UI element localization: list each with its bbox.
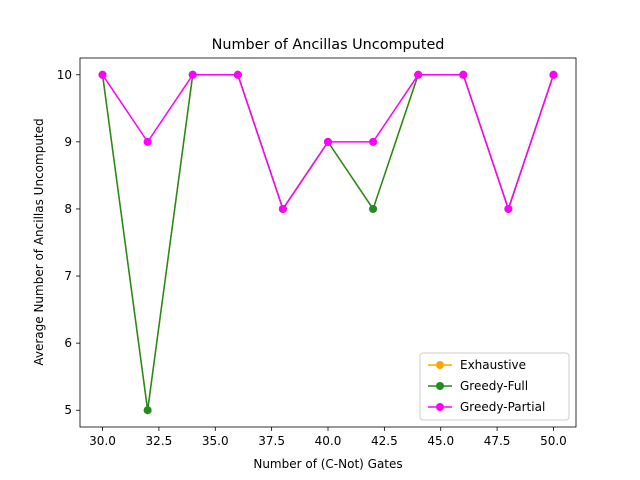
data-point-greedy-partial xyxy=(98,70,107,79)
legend-marker-greedy-partial xyxy=(436,403,444,411)
x-axis-label: Number of (C-Not) Gates xyxy=(253,457,402,471)
data-point-greedy-partial xyxy=(143,137,152,146)
legend-marker-exhaustive xyxy=(436,361,444,369)
x-tick-label: 45.0 xyxy=(427,434,454,448)
plot-area: 30.0 32.5 35.0 37.5 40.0 42.5 45.0 47.5 50.0 5 6 7 8… xyxy=(57,57,577,448)
data-point-greedy-full xyxy=(143,406,152,415)
data-point-greedy-partial xyxy=(369,137,378,146)
chart-title: Number of Ancillas Uncomputed xyxy=(212,37,445,53)
data-point-greedy-partial xyxy=(324,137,332,146)
legend-label-greedy-full: Greedy-Full xyxy=(460,379,528,393)
data-point-greedy-partial xyxy=(504,204,513,213)
x-tick-label: 47.5 xyxy=(484,434,511,448)
legend-box xyxy=(419,352,570,421)
x-tick-label: 42.5 xyxy=(371,434,398,448)
legend: Exhaustive Greedy-Full Greedy-Partial xyxy=(419,352,570,421)
y-tick-label: 9 xyxy=(64,135,72,149)
x-tick-label: 32.5 xyxy=(146,434,173,448)
y-tick-label: 5 xyxy=(64,403,72,417)
data-point-greedy-partial xyxy=(549,70,558,79)
x-tick-label: 40.0 xyxy=(315,434,342,448)
y-tick-label: 7 xyxy=(64,269,72,283)
legend-label-greedy-partial: Greedy-Partial xyxy=(460,400,545,414)
legend-marker-greedy-full xyxy=(436,382,444,390)
data-point-greedy-partial xyxy=(414,70,423,79)
y-tick-label: 6 xyxy=(64,336,72,350)
y-tick-label: 8 xyxy=(64,202,72,216)
x-tick-label: 50.0 xyxy=(540,434,567,448)
x-tick-label: 37.5 xyxy=(258,434,285,448)
x-tick-label: 30.0 xyxy=(89,434,116,448)
y-tick-label: 10 xyxy=(57,68,72,82)
data-point-greedy-full xyxy=(369,204,378,213)
legend-label-exhaustive: Exhaustive xyxy=(460,358,526,372)
data-point-greedy-partial xyxy=(188,70,197,79)
data-point-greedy-partial xyxy=(459,70,468,79)
data-point-greedy-partial xyxy=(233,70,242,79)
x-tick-label: 35.0 xyxy=(202,434,229,448)
y-axis-label: Average Number of Ancillas Uncomputed xyxy=(32,118,46,365)
data-point-greedy-partial xyxy=(278,204,287,213)
